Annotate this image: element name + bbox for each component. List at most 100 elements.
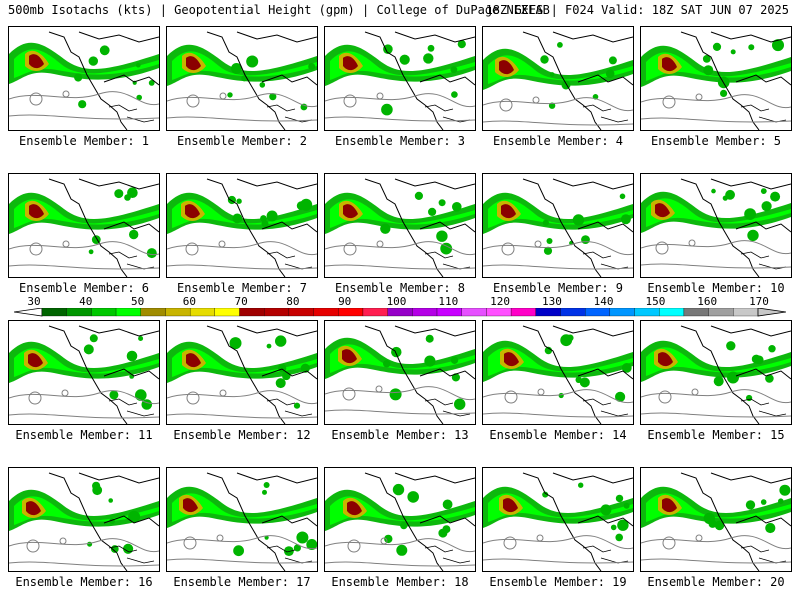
colorbar-swatch: [634, 308, 660, 317]
colorbar-swatch: [659, 308, 685, 317]
map-panel: [166, 320, 318, 425]
colorbar-high-arrow: [757, 308, 786, 317]
colorbar-swatch: [535, 308, 561, 317]
map-panel: [640, 173, 792, 278]
ensemble-map: [325, 325, 475, 424]
colorbar-swatch: [140, 308, 166, 317]
colorbar-swatch: [214, 308, 240, 317]
ensemble-member-label: Ensemble Member: 20: [647, 575, 785, 589]
colorbar-scale: [14, 308, 786, 317]
colorbar-tick-label: 170: [749, 295, 769, 308]
colorbar-swatch: [362, 308, 388, 317]
colorbar-tick-label: 110: [438, 295, 459, 308]
ensemble-member-label: Ensemble Member: 3: [334, 134, 466, 148]
colorbar-tick-label: 50: [130, 295, 145, 308]
colorbar-labels: 30 40 50 60 70 80 90 100 110 120 130 140 150 160 170: [14, 295, 786, 308]
map-panel: [166, 26, 318, 131]
map-panel: [640, 26, 792, 131]
map-panel: [482, 173, 634, 278]
ensemble-map: [641, 325, 791, 424]
map-panel: [482, 26, 634, 131]
ensemble-member-label: Ensemble Member: 18: [331, 575, 469, 589]
ensemble-map: [483, 31, 633, 130]
ensemble-member-label: Ensemble Member: 13: [331, 428, 469, 442]
colorbar-swatch: [560, 308, 586, 317]
map-panel: [640, 320, 792, 425]
ensemble-member-label: Ensemble Member: 14: [489, 428, 627, 442]
ensemble-map: [325, 472, 475, 571]
ensemble-map: [167, 31, 317, 130]
map-panel: [324, 320, 476, 425]
ensemble-map: [167, 472, 317, 571]
ensemble-map: [9, 325, 159, 424]
ensemble-map: [641, 31, 791, 130]
ensemble-map: [167, 178, 317, 277]
ensemble-member-label: Ensemble Member: 16: [15, 575, 153, 589]
map-panel: [166, 467, 318, 572]
colorbar-swatch: [165, 308, 191, 317]
ensemble-member-label: Ensemble Member: 8: [334, 281, 466, 295]
ensemble-member-label: Ensemble Member: 12: [173, 428, 311, 442]
colorbar-swatch: [412, 308, 438, 317]
colorbar-swatch: [585, 308, 611, 317]
colorbar-tick-label: 30: [27, 295, 41, 308]
ensemble-map: [167, 325, 317, 424]
isotach-colorbar: 30 40 50 60 70 80 90 100 110 120 130 140 150 160 170: [14, 295, 786, 324]
ensemble-member-label: Ensemble Member: 6: [18, 281, 150, 295]
ensemble-map: [9, 178, 159, 277]
colorbar-swatch: [436, 308, 462, 317]
ensemble-map: [325, 31, 475, 130]
ensemble-map: [9, 31, 159, 130]
colorbar-swatch: [708, 308, 734, 317]
map-panel: [324, 467, 476, 572]
ensemble-member-label: Ensemble Member: 15: [647, 428, 785, 442]
colorbar-tick-label: 150: [645, 295, 666, 308]
colorbar-swatch: [189, 308, 215, 317]
ensemble-map: [325, 178, 475, 277]
ensemble-member-label: Ensemble Member: 17: [173, 575, 311, 589]
colorbar-tick-label: 120: [490, 295, 511, 308]
colorbar-swatch: [461, 308, 487, 317]
colorbar-tick-label: 70: [234, 295, 248, 308]
ensemble-map: [9, 472, 159, 571]
colorbar-swatch: [313, 308, 339, 317]
ensemble-member-label: Ensemble Member: 1: [18, 134, 150, 148]
colorbar-swatch: [41, 308, 67, 317]
colorbar-swatch: [486, 308, 512, 317]
colorbar-swatch: [609, 308, 635, 317]
ensemble-map: [641, 178, 791, 277]
ensemble-member-label: Ensemble Member: 9: [492, 281, 624, 295]
map-panel: [640, 467, 792, 572]
map-panel: [166, 173, 318, 278]
ensemble-member-label: Ensemble Member: 2: [176, 134, 308, 148]
colorbar-tick-label: 130: [541, 295, 562, 308]
map-title-bar: 500mb Isotachs (kts) | Geopotential Heig…: [8, 3, 793, 21]
ensemble-member-label: Ensemble Member: 5: [650, 134, 782, 148]
colorbar-low-arrow: [14, 308, 43, 317]
ensemble-member-label: Ensemble Member: 10: [647, 281, 785, 295]
title-right: 18Z GEFS | F024 Valid: 18Z SAT JUN 07 20…: [485, 3, 789, 17]
colorbar-tick-label: 60: [182, 295, 197, 308]
ensemble-member-label: Ensemble Member: 11: [15, 428, 153, 442]
colorbar-swatch: [264, 308, 290, 317]
colorbar-tick-label: 100: [386, 295, 407, 308]
colorbar-tick-label: 90: [338, 295, 352, 308]
map-panel: [8, 467, 160, 572]
ensemble-map: [483, 472, 633, 571]
colorbar-swatch: [66, 308, 92, 317]
title-left: 500mb Isotachs (kts) | Geopotential Heig…: [8, 3, 550, 17]
colorbar-swatch: [683, 308, 709, 317]
colorbar-swatch: [115, 308, 141, 317]
colorbar-swatch: [338, 308, 364, 317]
colorbar-tick-label: 160: [697, 295, 718, 308]
colorbar-tick-label: 80: [286, 295, 300, 308]
colorbar-swatch: [387, 308, 413, 317]
ensemble-member-label: Ensemble Member: 7: [176, 281, 308, 295]
colorbar-swatch: [288, 308, 314, 317]
map-panel: [324, 173, 476, 278]
map-panel: [324, 26, 476, 131]
map-panel: [8, 26, 160, 131]
ensemble-map: [483, 178, 633, 277]
colorbar-swatch: [510, 308, 536, 317]
